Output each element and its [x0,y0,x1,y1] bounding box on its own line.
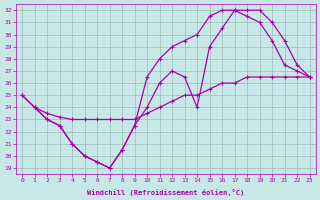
X-axis label: Windchill (Refroidissement éolien,°C): Windchill (Refroidissement éolien,°C) [87,189,244,196]
